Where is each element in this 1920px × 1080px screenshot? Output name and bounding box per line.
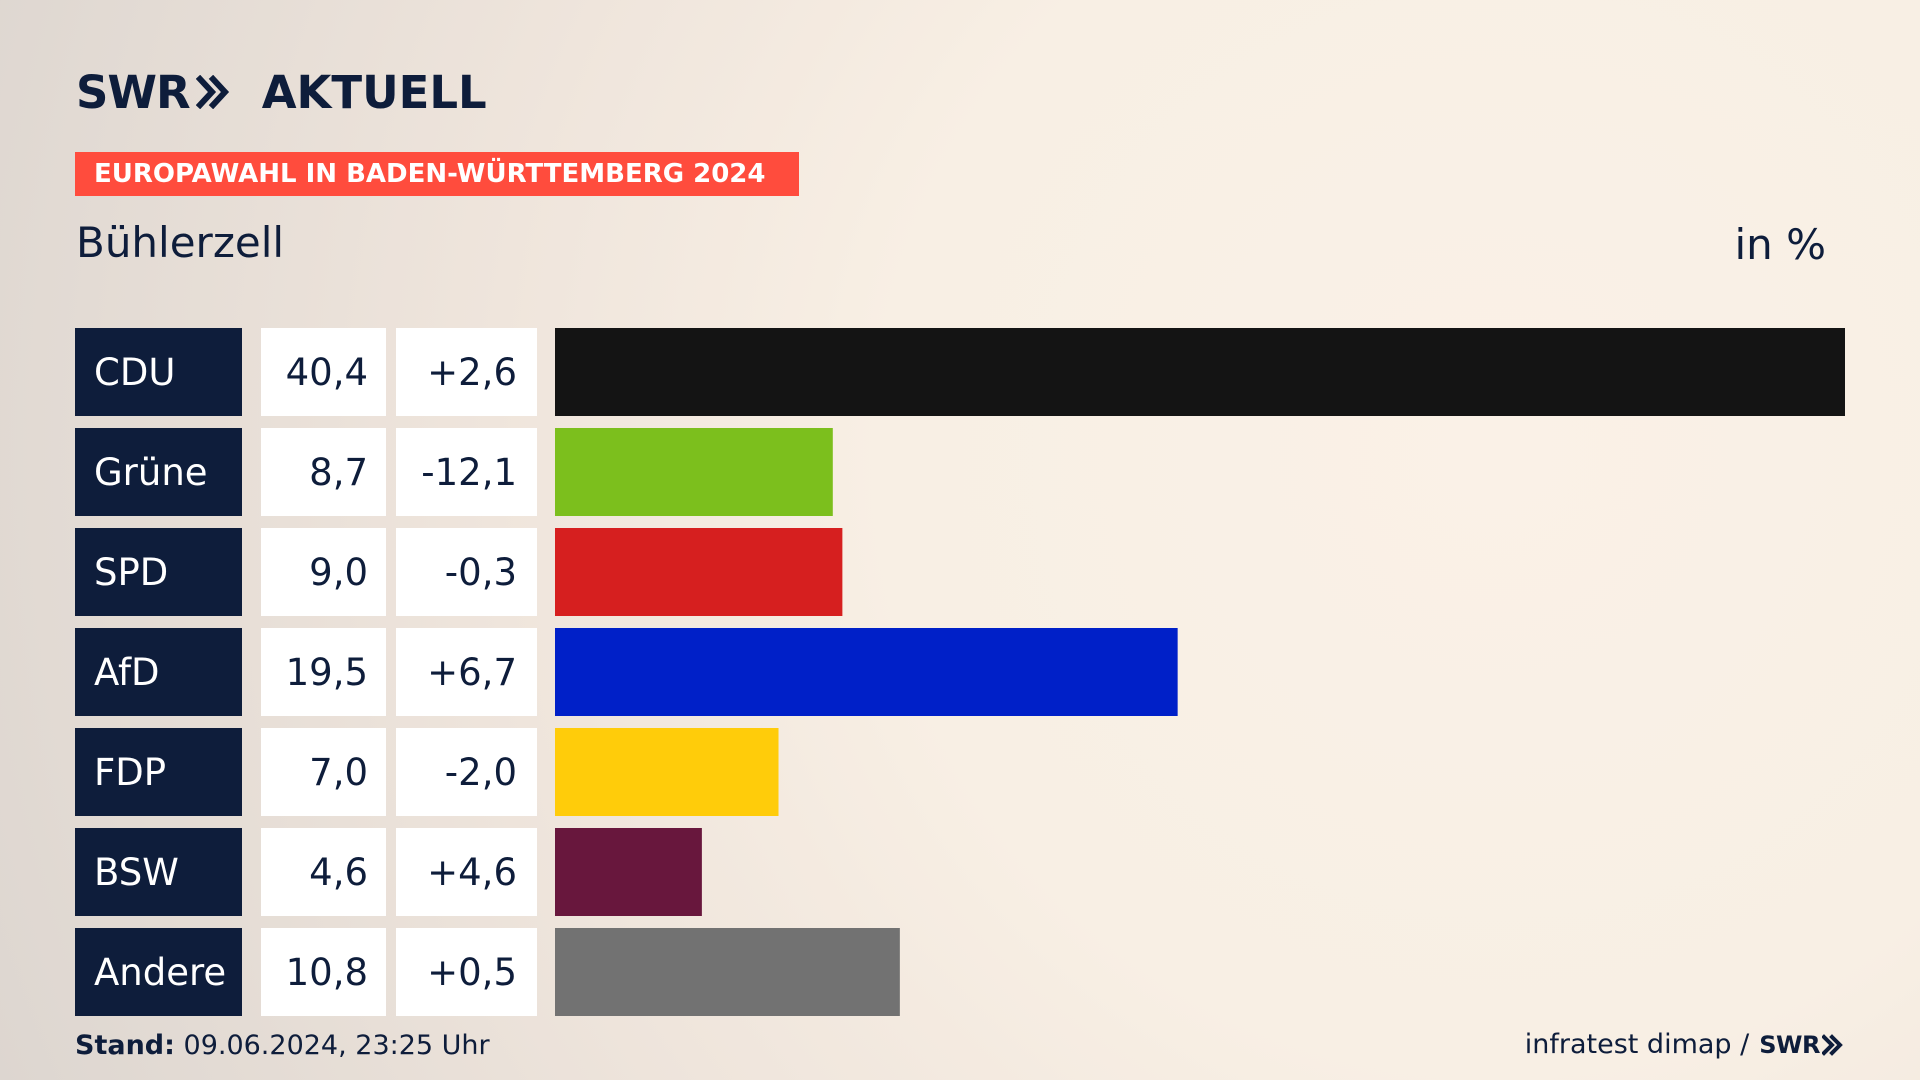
region-title: Bühlerzell: [76, 218, 285, 267]
party-label: FDP: [94, 751, 166, 794]
value-cell: [261, 928, 386, 1016]
party-label: Andere: [94, 951, 226, 994]
timestamp: Stand: 09.06.2024, 23:25 Uhr: [75, 1032, 490, 1059]
party-label-bg: [75, 928, 242, 1016]
footer-double-chevron-icon: [1822, 1033, 1843, 1056]
timestamp-value: 09.06.2024, 23:25 Uhr: [183, 1030, 490, 1061]
change-label: -2,0: [445, 751, 517, 794]
bar-grne: [555, 428, 833, 516]
party-label: AfD: [94, 651, 160, 694]
value-label: 8,7: [309, 451, 368, 494]
source-text: infratest dimap /: [1524, 1029, 1750, 1060]
swr-aktuell-logo: SWR AKTUELL: [76, 66, 487, 118]
bar-spd: [555, 528, 843, 616]
value-cell: [261, 528, 386, 616]
party-label-bg: [75, 328, 242, 416]
value-cell: [261, 328, 386, 416]
party-label-bg: [75, 728, 242, 816]
value-label: 19,5: [286, 651, 368, 694]
party-label-bg: [75, 428, 242, 516]
bar-bsw: [555, 828, 702, 916]
change-label: +0,5: [427, 951, 517, 994]
party-label-bg: [75, 828, 242, 916]
timestamp-label: Stand:: [75, 1030, 175, 1061]
party-label: CDU: [94, 351, 175, 394]
logo-swr-text: SWR: [76, 65, 191, 119]
change-cell: [396, 328, 537, 416]
change-cell: [396, 528, 537, 616]
value-cell: [261, 628, 386, 716]
party-label: BSW: [94, 851, 179, 894]
bar-cdu: [555, 328, 1845, 416]
change-cell: [396, 628, 537, 716]
value-cell: [261, 828, 386, 916]
double-chevron-icon: [195, 75, 229, 109]
value-label: 40,4: [286, 351, 368, 394]
value-label: 7,0: [309, 751, 368, 794]
election-banner: EUROPAWAHL IN BADEN-WÜRTTEMBERG 2024: [75, 152, 799, 196]
source-credit: infratest dimap / SWR: [1525, 1031, 1844, 1058]
change-label: +4,6: [427, 851, 517, 894]
change-label: -0,3: [445, 551, 517, 594]
party-label: Grüne: [94, 451, 208, 494]
value-cell: [261, 428, 386, 516]
footer-swr-logo: SWR: [1759, 1033, 1844, 1057]
value-label: 9,0: [309, 551, 368, 594]
change-label: +2,6: [427, 351, 517, 394]
footer-swr-text: SWR: [1759, 1030, 1820, 1059]
change-cell: [396, 428, 537, 516]
change-cell: [396, 728, 537, 816]
change-label: +6,7: [427, 651, 517, 694]
party-label: SPD: [94, 551, 168, 594]
bar-fdp: [555, 728, 779, 816]
party-label-bg: [75, 628, 242, 716]
bar-andere: [555, 928, 900, 1016]
logo-aktuell-text: AKTUELL: [261, 65, 487, 119]
value-label: 4,6: [309, 851, 368, 894]
unit-label: in %: [1734, 220, 1826, 269]
change-cell: [396, 828, 537, 916]
change-label: -12,1: [421, 451, 517, 494]
bar-afd: [555, 628, 1178, 716]
value-label: 10,8: [286, 951, 368, 994]
change-cell: [396, 928, 537, 1016]
party-label-bg: [75, 528, 242, 616]
value-cell: [261, 728, 386, 816]
